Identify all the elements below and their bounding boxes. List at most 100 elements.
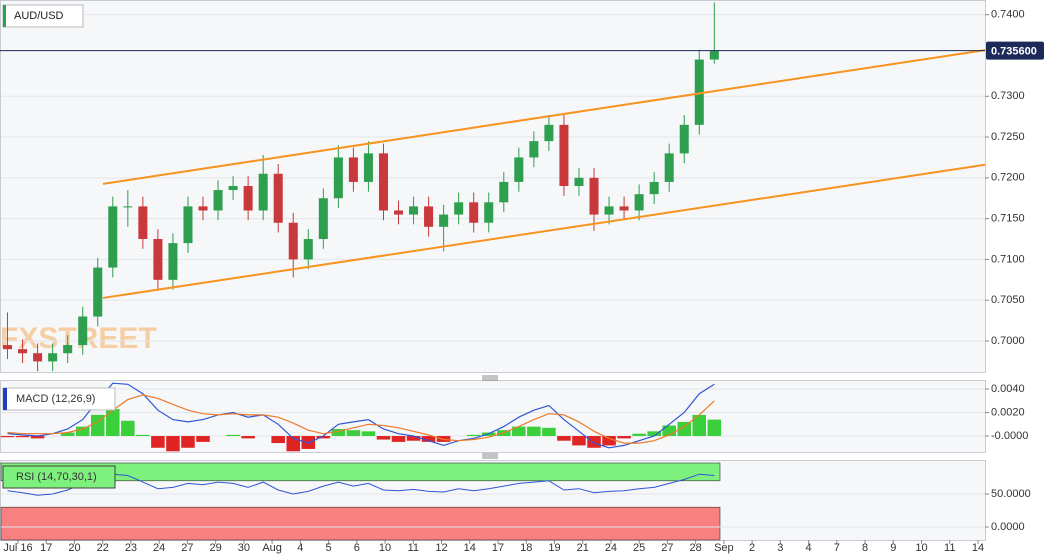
candle-body: [198, 206, 208, 211]
x-tick-label: 24: [605, 542, 617, 554]
x-tick-label: Aug: [262, 542, 282, 554]
candle-body: [363, 153, 373, 182]
macd-title: MACD (12,26,9): [16, 393, 95, 405]
y-tick-label: 50.0000: [991, 488, 1031, 500]
x-tick-label: 17: [492, 542, 504, 554]
candle-body: [529, 141, 539, 158]
candle-body: [123, 206, 133, 208]
macd-histogram-bar: [151, 436, 165, 448]
candle-body: [153, 239, 163, 280]
candle-body: [499, 181, 509, 203]
y-tick-label: 0.7000: [991, 335, 1025, 347]
macd-histogram-bar: [136, 434, 150, 437]
macd-histogram-bar: [346, 430, 361, 437]
candle-body: [213, 190, 223, 211]
x-tick-label: 5: [326, 542, 332, 554]
candle-body: [3, 345, 13, 350]
candle-body: [138, 206, 148, 240]
macd-histogram-bar: [662, 425, 676, 437]
candle-body: [168, 243, 178, 280]
macd-panel: [0, 380, 986, 453]
x-tick-label: Sep: [714, 542, 734, 554]
channel-line: [102, 163, 986, 299]
symbol-label[interactable]: AUD/USD: [2, 4, 84, 28]
rsi-oversold-band: [0, 506, 721, 541]
candle-body: [709, 50, 719, 60]
x-tick-label: 21: [577, 542, 589, 554]
y-tick-label: 0.0000: [991, 521, 1025, 533]
x-tick-label: 11: [408, 542, 419, 554]
candle-body: [649, 181, 659, 195]
x-tick-label: 25: [633, 542, 645, 554]
rsi-label[interactable]: RSI (14,70,30,1): [2, 465, 116, 489]
candle-body: [679, 124, 689, 154]
macd-histogram-bar: [692, 414, 707, 437]
candle-body: [454, 202, 464, 215]
macd-histogram-bar: [406, 436, 421, 441]
macd-histogram-bar: [421, 436, 436, 442]
candle-body: [33, 353, 43, 362]
splitter[interactable]: [482, 375, 498, 381]
macd-histogram-bar: [572, 436, 586, 446]
candle-body: [634, 194, 644, 211]
candle-body: [63, 345, 73, 354]
x-tick-label: 28: [690, 542, 702, 554]
candle-body: [694, 59, 704, 125]
splitter[interactable]: [482, 453, 498, 459]
macd-histogram-bar: [166, 436, 180, 452]
x-tick-label: 22: [97, 542, 109, 554]
x-tick-label: 30: [238, 542, 250, 554]
candle-body: [243, 186, 253, 211]
candle-body: [439, 214, 449, 227]
candle-body: [273, 173, 283, 223]
candle-body: [348, 157, 358, 182]
macd-histogram-bar: [677, 421, 692, 437]
macd-histogram-bar: [90, 414, 105, 437]
macd-histogram-bar: [0, 436, 15, 438]
macd-histogram-bar: [361, 431, 376, 437]
rsi-label-box: [2, 465, 116, 489]
y-tick-label: 0.7300: [991, 90, 1025, 102]
x-tick-label: 27: [661, 542, 673, 554]
y-tick-label: 0.7250: [991, 131, 1025, 143]
macd-histogram-bar: [391, 436, 406, 442]
candle-body: [619, 206, 629, 211]
x-tick-label: 27: [181, 542, 193, 554]
candle-body: [78, 316, 88, 346]
y-tick-label: -0.0000: [991, 430, 1028, 442]
candle-body: [469, 202, 479, 223]
macd-histogram-bar: [271, 436, 285, 444]
x-tick-label: 14: [972, 542, 984, 554]
macd-histogram-bar: [557, 436, 571, 441]
macd-histogram-bar: [632, 433, 646, 437]
rsi-title: RSI (14,70,30,1): [16, 471, 97, 483]
macd-histogram-bar: [602, 436, 616, 446]
x-tick-label: 3: [777, 542, 783, 554]
x-tick-label: Jul 16: [3, 542, 32, 554]
macd-histogram-bar: [527, 426, 541, 437]
candle-body: [108, 206, 118, 268]
macd-histogram-bar: [196, 436, 210, 442]
macd-histogram-bar: [226, 434, 240, 437]
candle-body: [258, 173, 268, 211]
x-tick-label: 24: [153, 542, 165, 554]
macd-histogram-bar: [707, 419, 722, 437]
macd-histogram-bar: [30, 436, 45, 439]
candle-body: [333, 157, 343, 199]
macd-label[interactable]: MACD (12,26,9): [2, 387, 116, 411]
price-panel: [0, 0, 986, 373]
y-tick-label: 0.7400: [991, 9, 1025, 21]
macd-histogram-bar: [316, 436, 331, 439]
y-tick-label: 0.7100: [991, 253, 1025, 265]
candle-body: [48, 353, 58, 362]
rsi-line: [7, 473, 715, 496]
candle-body: [484, 202, 494, 223]
candle-body: [604, 206, 614, 215]
x-tick-label: 6: [354, 542, 360, 554]
macd-histogram-bar: [241, 436, 255, 439]
y-tick-label: 0.7150: [991, 213, 1025, 225]
macd-histogram-bar: [466, 434, 481, 437]
